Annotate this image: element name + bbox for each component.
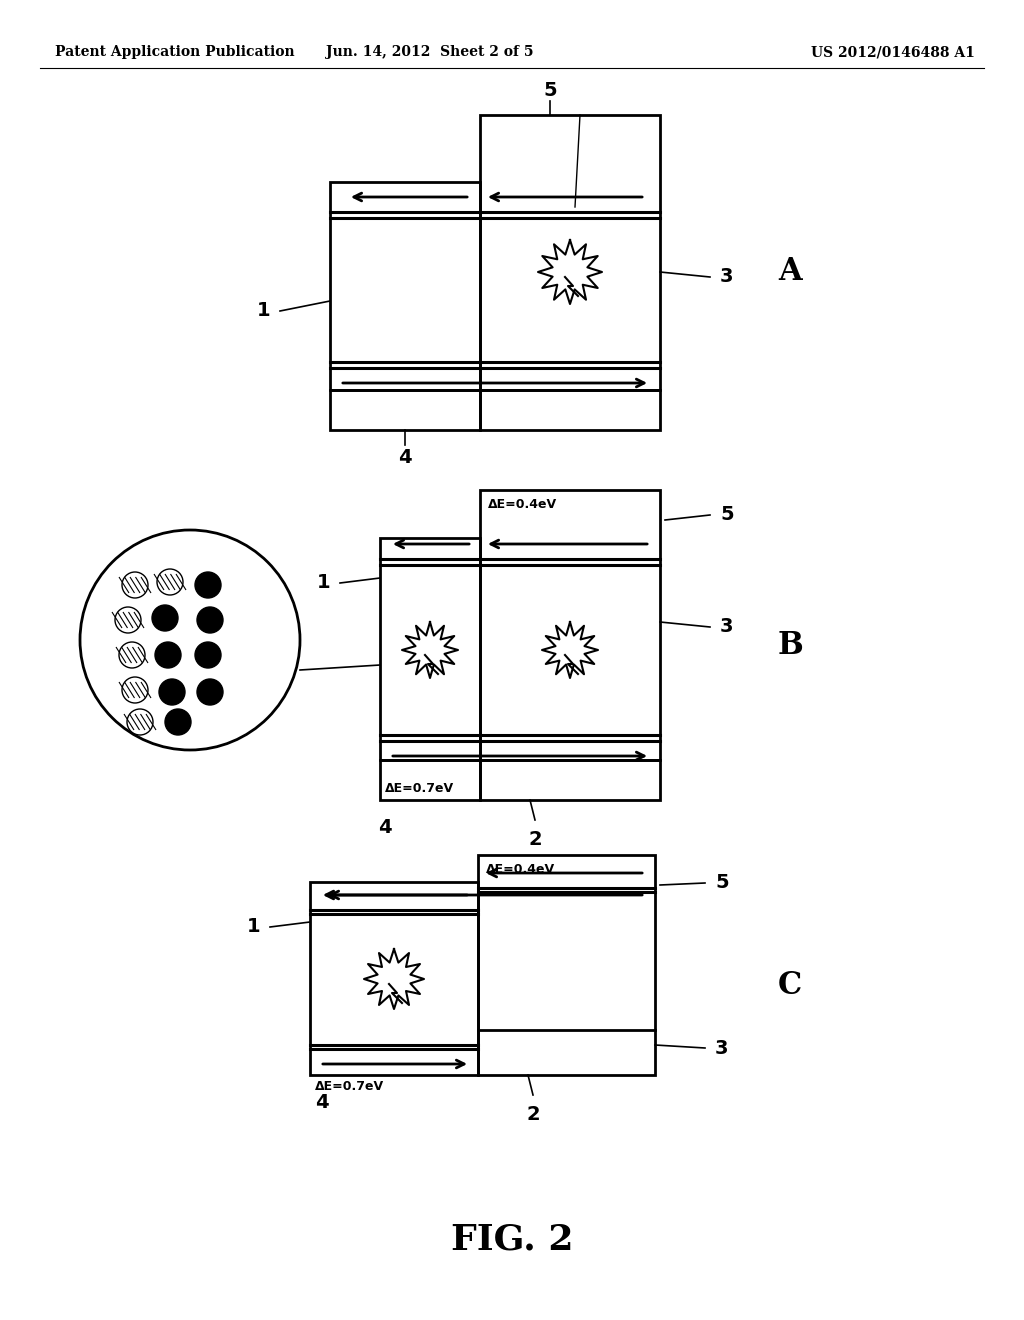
Circle shape	[197, 678, 223, 705]
Bar	[310, 882, 478, 1074]
Text: 2: 2	[526, 1105, 540, 1125]
Circle shape	[152, 605, 178, 631]
Text: ΔE=0.4eV: ΔE=0.4eV	[488, 498, 557, 511]
Circle shape	[122, 572, 148, 598]
Bar	[480, 490, 660, 760]
Text: 4: 4	[315, 1093, 329, 1111]
Circle shape	[115, 607, 141, 634]
Text: 4: 4	[398, 447, 412, 467]
Text: ΔE=0.7eV: ΔE=0.7eV	[315, 1080, 384, 1093]
Text: US 2012/0146488 A1: US 2012/0146488 A1	[811, 45, 975, 59]
Circle shape	[127, 709, 153, 735]
Bar	[330, 389, 480, 430]
Text: 3: 3	[720, 268, 733, 286]
Text: 2: 2	[528, 830, 542, 849]
Bar	[478, 855, 655, 1074]
Text: B: B	[777, 630, 803, 660]
Text: 1: 1	[247, 917, 260, 936]
Bar	[380, 760, 480, 800]
Circle shape	[122, 677, 148, 704]
Text: C: C	[778, 969, 802, 1001]
Circle shape	[165, 709, 191, 735]
Text: 3: 3	[715, 1039, 728, 1057]
Text: Jun. 14, 2012  Sheet 2 of 5: Jun. 14, 2012 Sheet 2 of 5	[327, 45, 534, 59]
Text: A: A	[778, 256, 802, 288]
Circle shape	[155, 642, 181, 668]
Bar	[480, 115, 660, 389]
Circle shape	[195, 572, 221, 598]
Bar	[330, 182, 480, 389]
Circle shape	[159, 678, 185, 705]
Circle shape	[197, 607, 223, 634]
Bar	[480, 389, 660, 430]
Text: FIG. 2: FIG. 2	[451, 1224, 573, 1257]
Text: 4: 4	[378, 818, 392, 837]
Bar	[380, 539, 480, 760]
Text: 5: 5	[720, 506, 733, 524]
Text: ΔE=0.7eV: ΔE=0.7eV	[385, 781, 454, 795]
Circle shape	[157, 569, 183, 595]
Text: 5: 5	[543, 81, 557, 100]
Circle shape	[195, 642, 221, 668]
Text: 3: 3	[720, 618, 733, 636]
Text: 1: 1	[256, 301, 270, 321]
Text: ΔE=0.4eV: ΔE=0.4eV	[486, 863, 555, 876]
Circle shape	[119, 642, 145, 668]
Bar	[480, 760, 660, 800]
Text: 5: 5	[715, 874, 729, 892]
Text: 1: 1	[316, 573, 330, 593]
Text: Patent Application Publication: Patent Application Publication	[55, 45, 295, 59]
